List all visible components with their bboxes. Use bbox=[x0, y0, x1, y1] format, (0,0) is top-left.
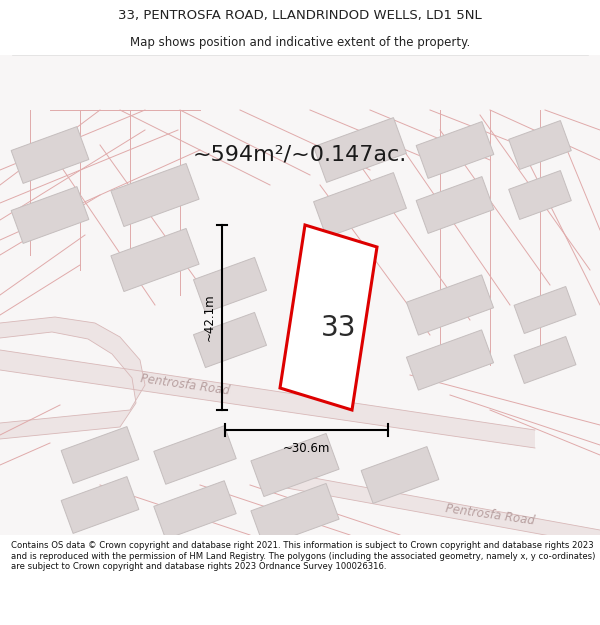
Polygon shape bbox=[11, 127, 89, 183]
Polygon shape bbox=[509, 171, 571, 219]
Text: Pentrosfa Road: Pentrosfa Road bbox=[445, 503, 535, 528]
Text: ~594m²/~0.147ac.: ~594m²/~0.147ac. bbox=[193, 145, 407, 165]
Text: Map shows position and indicative extent of the property.: Map shows position and indicative extent… bbox=[130, 36, 470, 49]
Polygon shape bbox=[61, 427, 139, 483]
Polygon shape bbox=[416, 177, 494, 233]
Polygon shape bbox=[514, 336, 576, 384]
Text: ~42.1m: ~42.1m bbox=[203, 294, 215, 341]
Polygon shape bbox=[280, 225, 377, 410]
Text: 33: 33 bbox=[321, 314, 356, 341]
Polygon shape bbox=[314, 173, 406, 238]
Polygon shape bbox=[154, 481, 236, 539]
Polygon shape bbox=[514, 286, 576, 334]
Polygon shape bbox=[251, 484, 339, 546]
Polygon shape bbox=[251, 434, 339, 496]
Text: 33, PENTROSFA ROAD, LLANDRINDOD WELLS, LD1 5NL: 33, PENTROSFA ROAD, LLANDRINDOD WELLS, L… bbox=[118, 9, 482, 22]
Text: Contains OS data © Crown copyright and database right 2021. This information is : Contains OS data © Crown copyright and d… bbox=[11, 541, 595, 571]
Polygon shape bbox=[11, 187, 89, 243]
Polygon shape bbox=[406, 330, 494, 390]
Polygon shape bbox=[314, 118, 406, 182]
Polygon shape bbox=[406, 275, 494, 335]
Polygon shape bbox=[193, 312, 266, 368]
Polygon shape bbox=[154, 426, 236, 484]
Polygon shape bbox=[0, 350, 535, 448]
Polygon shape bbox=[111, 164, 199, 226]
Polygon shape bbox=[193, 258, 266, 312]
Polygon shape bbox=[111, 229, 199, 291]
Polygon shape bbox=[0, 317, 145, 439]
Polygon shape bbox=[61, 477, 139, 533]
Polygon shape bbox=[416, 122, 494, 178]
Text: Pentrosfa Road: Pentrosfa Road bbox=[140, 372, 230, 398]
Polygon shape bbox=[0, 55, 600, 535]
Polygon shape bbox=[509, 121, 571, 169]
Polygon shape bbox=[270, 470, 600, 545]
Text: ~30.6m: ~30.6m bbox=[283, 441, 330, 454]
Polygon shape bbox=[361, 447, 439, 503]
